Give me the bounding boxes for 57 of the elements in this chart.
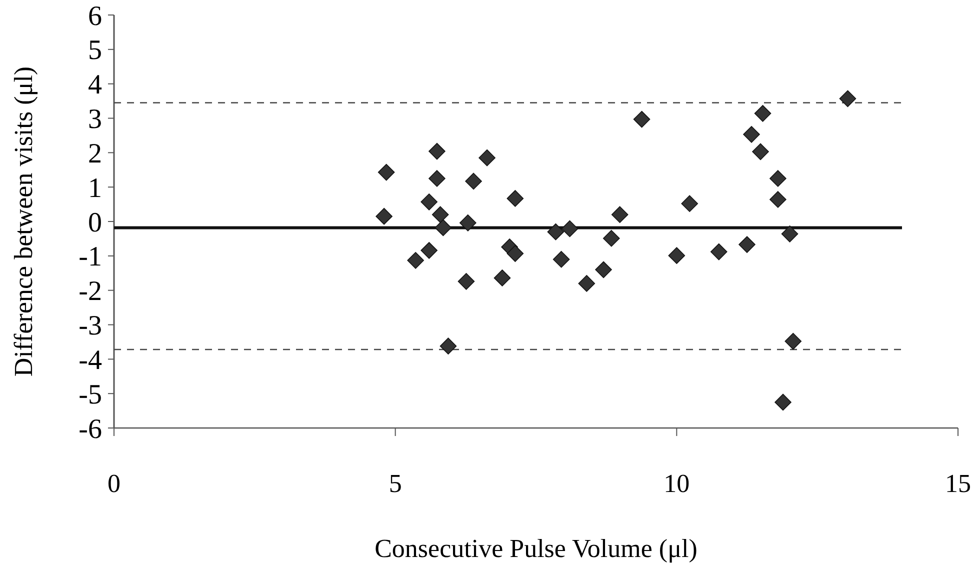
point xyxy=(781,225,798,242)
point xyxy=(595,261,612,278)
y-axis-title: Difference between visits (μl) xyxy=(9,66,38,377)
y-tick-label: 3 xyxy=(88,104,102,136)
point xyxy=(839,90,856,108)
point xyxy=(506,190,524,207)
y-tick-label: 0 xyxy=(88,207,102,238)
point xyxy=(460,214,476,232)
point xyxy=(611,206,628,224)
point xyxy=(633,110,650,128)
point xyxy=(378,164,395,181)
point xyxy=(376,208,392,225)
point xyxy=(602,230,620,247)
point xyxy=(428,142,446,160)
point xyxy=(465,172,482,190)
x-tick-label: 15 xyxy=(945,469,971,498)
point xyxy=(578,275,596,292)
point xyxy=(428,170,446,187)
point xyxy=(668,247,686,264)
y-tick-label: 4 xyxy=(88,70,102,101)
point xyxy=(434,219,452,236)
y-tick-label: 1 xyxy=(88,172,102,204)
point xyxy=(561,220,578,238)
point xyxy=(710,243,728,260)
point xyxy=(420,242,438,259)
x-tick-label: 10 xyxy=(664,469,690,498)
point xyxy=(774,394,792,411)
x-axis-title: Consecutive Pulse Volume (μl) xyxy=(374,534,698,563)
point xyxy=(752,143,769,160)
point xyxy=(547,223,564,240)
y-tick-label: -6 xyxy=(78,414,102,445)
x-tick-label: 5 xyxy=(388,469,402,498)
y-tick-label: 5 xyxy=(88,35,102,66)
point xyxy=(494,270,511,286)
point xyxy=(506,245,524,262)
y-tick-label: -1 xyxy=(78,242,102,273)
point xyxy=(440,338,457,354)
y-tick-label: 2 xyxy=(88,138,102,170)
point xyxy=(478,149,496,166)
point xyxy=(738,236,756,253)
y-tick-label: -2 xyxy=(78,276,102,308)
point xyxy=(770,170,786,187)
point xyxy=(743,126,760,143)
point xyxy=(784,332,802,350)
point xyxy=(770,191,786,208)
y-tick-label: -3 xyxy=(78,310,102,342)
point xyxy=(420,193,438,210)
point xyxy=(432,206,449,224)
y-tick-label: -5 xyxy=(78,379,102,410)
point xyxy=(754,105,772,122)
y-tick-label: -4 xyxy=(78,344,102,376)
point xyxy=(407,252,424,269)
y-tick-label: 6 xyxy=(88,0,102,32)
point xyxy=(552,250,570,268)
point xyxy=(458,272,475,290)
point xyxy=(681,195,698,212)
x-tick-label: 0 xyxy=(108,469,120,498)
